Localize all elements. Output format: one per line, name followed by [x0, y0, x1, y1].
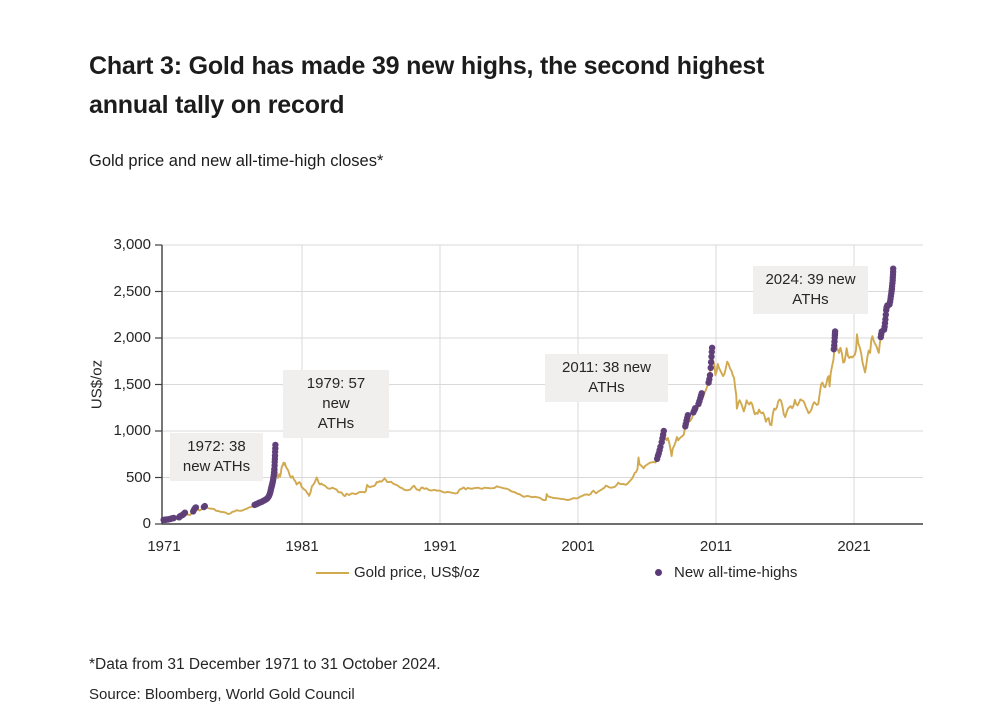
- footnote: *Data from 31 December 1971 to 31 Octobe…: [89, 655, 441, 673]
- chart-title-line1: Chart 3: Gold has made 39 new highs, the…: [89, 51, 765, 80]
- annotation-2011-aths: 2011: 38 new ATHs: [545, 354, 668, 402]
- ath-dot: [882, 311, 889, 318]
- x-axis-tick-label: 1991: [423, 538, 457, 555]
- ath-dot: [708, 353, 715, 360]
- ath-dot: [272, 441, 279, 449]
- x-axis-tick-label: 1981: [285, 538, 319, 555]
- chart-title: Chart 3: Gold has made 39 new highs, the…: [89, 47, 939, 125]
- source-line: Source: Bloomberg, World Gold Council: [89, 686, 355, 702]
- y-axis-tick-label: 500: [125, 468, 151, 486]
- axes: [155, 244, 923, 525]
- y-axis-tick-label: 3,000: [113, 236, 151, 253]
- ath-dot-swatch-icon: [655, 569, 662, 576]
- ath-dot: [170, 514, 177, 522]
- ath-dots: [160, 265, 897, 524]
- ath-dot: [831, 328, 839, 335]
- y-axis-tick-label: 2,000: [113, 329, 151, 346]
- annotation-2024-aths: 2024: 39 new ATHs: [753, 266, 868, 314]
- y-axis-tick-label: 1,500: [113, 375, 151, 393]
- y-axis-tick-label: 0: [142, 515, 151, 532]
- legend-item-gold-price: Gold price, US$/oz: [316, 564, 480, 581]
- annotation-2024-line2: ATHs: [792, 291, 829, 308]
- annotation-1972-line2: new ATHs: [182, 458, 251, 475]
- annotation-1972-line1: 1972: 38: [187, 438, 246, 455]
- ath-dot: [890, 265, 897, 272]
- annotation-1979-aths: 1979: 57 new ATHs: [283, 370, 389, 438]
- ath-dot: [201, 502, 208, 510]
- annotation-2011-line1: 2011: 38 new: [562, 359, 651, 376]
- y-axis-tick-label: 1,000: [113, 422, 151, 439]
- annotation-1972-aths: 1972: 38 new ATHs: [170, 433, 263, 481]
- legend-gold-label: Gold price, US$/oz: [354, 564, 480, 581]
- ath-dot: [684, 412, 692, 419]
- annotation-2024-line1: 2024: 39 new: [765, 271, 856, 288]
- ath-dot: [882, 316, 889, 323]
- x-axis-tick-label: 2021: [837, 538, 871, 555]
- ath-dot: [192, 504, 200, 511]
- annotation-2011-line2: ATHs: [588, 379, 625, 396]
- ath-dot: [660, 427, 667, 435]
- ath-dot: [698, 390, 705, 397]
- ath-dot: [707, 364, 714, 371]
- gold-price-line: [162, 267, 895, 521]
- y-axis-tick-label: 2,500: [113, 282, 151, 300]
- ath-dot: [707, 359, 715, 366]
- chart-title-line2: annual tally on record: [89, 90, 345, 119]
- x-axis-tick-label: 1971: [147, 538, 181, 555]
- ath-dot: [706, 372, 714, 379]
- annotation-1979-line2: ATHs: [317, 415, 355, 432]
- legend-item-new-aths: New all-time-highs: [649, 564, 797, 581]
- x-axis-tick-label: 2001: [561, 538, 595, 555]
- legend-ath-label: New all-time-highs: [674, 564, 798, 581]
- gold-line-swatch-icon: [316, 571, 349, 574]
- x-axis-tick-label: 2011: [699, 538, 733, 555]
- ath-dot: [181, 509, 189, 516]
- chart-subtitle: Gold price and new all-time-high closes*: [89, 151, 384, 170]
- ath-dot: [708, 344, 716, 351]
- annotation-1979-line1: 1979: 57 new: [306, 375, 366, 412]
